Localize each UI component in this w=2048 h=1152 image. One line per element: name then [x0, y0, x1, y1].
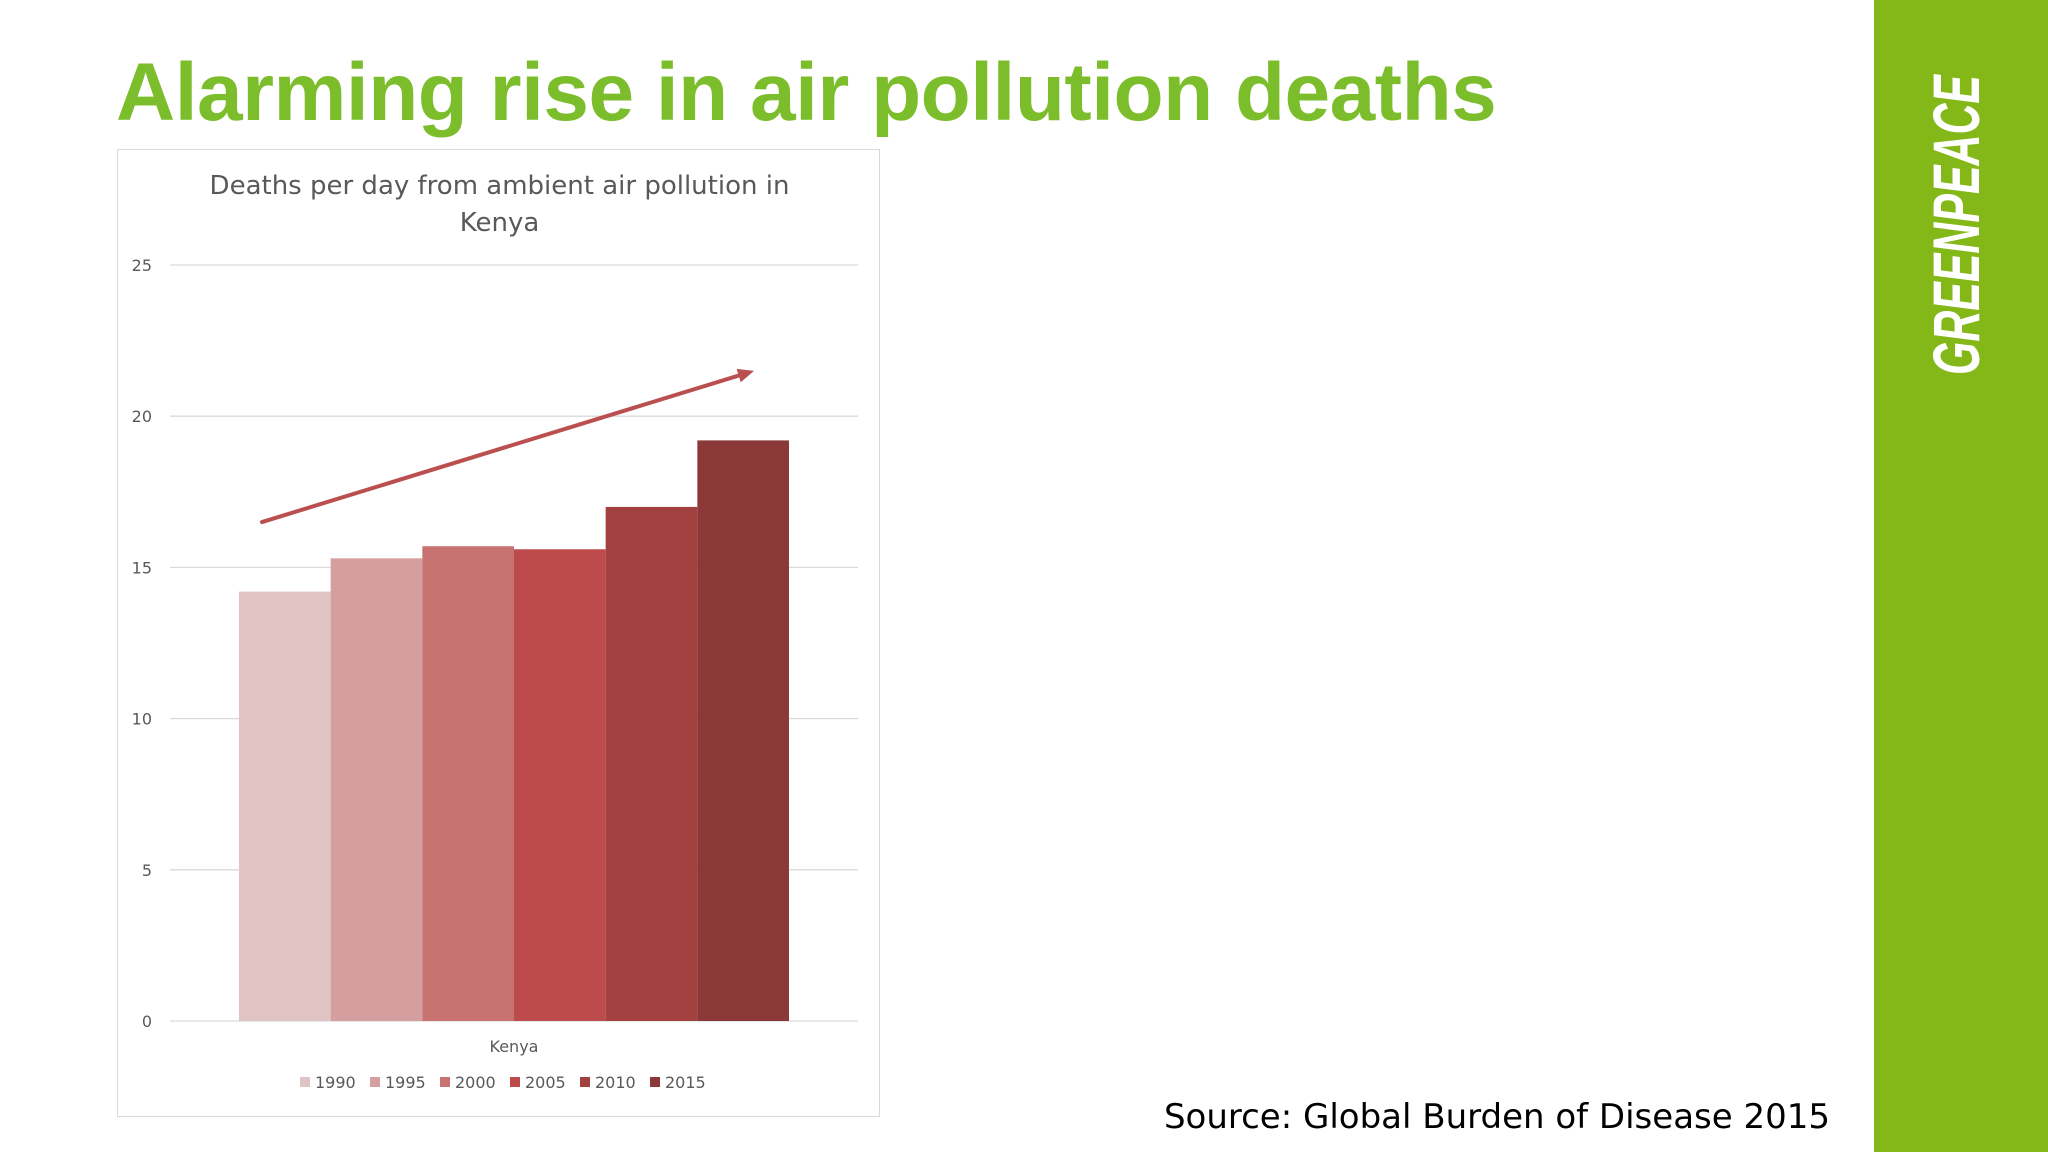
- legend-label-2010: 2010: [595, 1073, 636, 1092]
- legend-swatch-1995: [370, 1077, 380, 1087]
- legend-label-1995: 1995: [385, 1073, 426, 1092]
- chart-plot: 0 5 10 15 20 25 Kenya 1990 1995 2000 2005 2010 2015: [132, 256, 858, 1092]
- chart-container: Deaths per day from ambient air pollutio…: [117, 149, 880, 1117]
- trend-arrow-head: [736, 368, 754, 383]
- legend-swatch-1990: [300, 1077, 310, 1087]
- x-category-label: Kenya: [490, 1037, 539, 1056]
- bar-1995: [330, 558, 423, 1021]
- bar-2000: [422, 546, 514, 1021]
- legend-swatch-2010: [580, 1077, 590, 1087]
- chart-title-line-1: Deaths per day from ambient air pollutio…: [209, 171, 790, 201]
- legend-swatch-2005: [510, 1077, 520, 1087]
- bar-2010: [605, 506, 698, 1021]
- brand-sidebar: [1874, 0, 2048, 1152]
- bar-1990: [239, 591, 331, 1021]
- y-tick-label-0: 0: [142, 1012, 152, 1031]
- legend-label-1990: 1990: [315, 1073, 356, 1092]
- y-tick-label-20: 20: [132, 407, 152, 426]
- y-tick-label-25: 25: [132, 256, 152, 275]
- y-tick-label-10: 10: [132, 710, 152, 729]
- bar-2015: [697, 440, 789, 1022]
- chart-title-line-2: Kenya: [459, 208, 540, 238]
- greenpeace-logo: GREENPEACE: [1919, 74, 1993, 375]
- legend-swatch-2000: [440, 1077, 450, 1087]
- legend-label-2000: 2000: [455, 1073, 496, 1092]
- slide-title: Alarming rise in air pollution deaths: [116, 47, 1497, 138]
- y-tick-label-5: 5: [142, 861, 152, 880]
- legend-label-2015: 2015: [665, 1073, 706, 1092]
- trend-arrow-line: [260, 371, 748, 525]
- bar-2005: [514, 549, 606, 1021]
- y-tick-label-15: 15: [132, 558, 152, 577]
- legend-swatch-2015: [650, 1077, 660, 1087]
- legend-label-2005: 2005: [525, 1073, 566, 1092]
- source-text: Source: Global Burden of Disease 2015: [1163, 1097, 1830, 1137]
- logo-text: GREENPEACE: [1919, 74, 1993, 375]
- chart-title: Deaths per day from ambient air pollutio…: [118, 168, 881, 242]
